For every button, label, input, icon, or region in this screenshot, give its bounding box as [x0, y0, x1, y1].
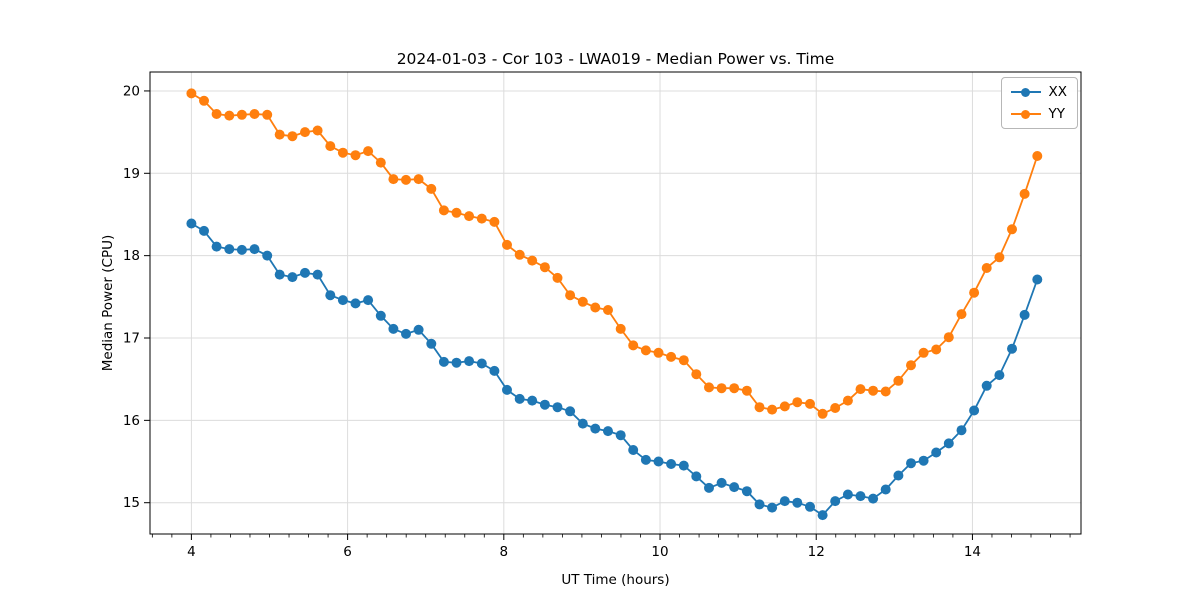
legend-dot-xx [1021, 87, 1030, 97]
legend-marker-xx [1010, 85, 1041, 99]
svg-text:20: 20 [123, 83, 140, 99]
x-axis-label: UT Time (hours) [561, 572, 670, 588]
chart-title: 2024-01-03 - Cor 103 - LWA019 - Median P… [396, 50, 835, 68]
svg-text:18: 18 [123, 248, 140, 264]
legend-marker-yy [1010, 107, 1041, 121]
svg-text:16: 16 [123, 413, 140, 429]
svg-text:12: 12 [808, 544, 825, 560]
svg-text:6: 6 [343, 544, 352, 560]
svg-text:8: 8 [500, 544, 509, 560]
svg-text:17: 17 [123, 331, 140, 347]
svg-text:14: 14 [964, 544, 981, 560]
svg-text:19: 19 [123, 166, 140, 182]
legend: XX YY [1000, 77, 1078, 129]
legend-label-xx: XX [1048, 84, 1068, 100]
svg-text:15: 15 [123, 495, 140, 511]
legend-entry-xx: XX [1010, 83, 1068, 101]
svg-text:4: 4 [187, 544, 196, 560]
legend-entry-yy: YY [1010, 105, 1068, 123]
svg-text:10: 10 [651, 544, 668, 560]
legend-dot-yy [1021, 109, 1030, 119]
y-axis-label: Median Power (CPU) [100, 234, 116, 372]
legend-label-yy: YY [1048, 106, 1066, 122]
